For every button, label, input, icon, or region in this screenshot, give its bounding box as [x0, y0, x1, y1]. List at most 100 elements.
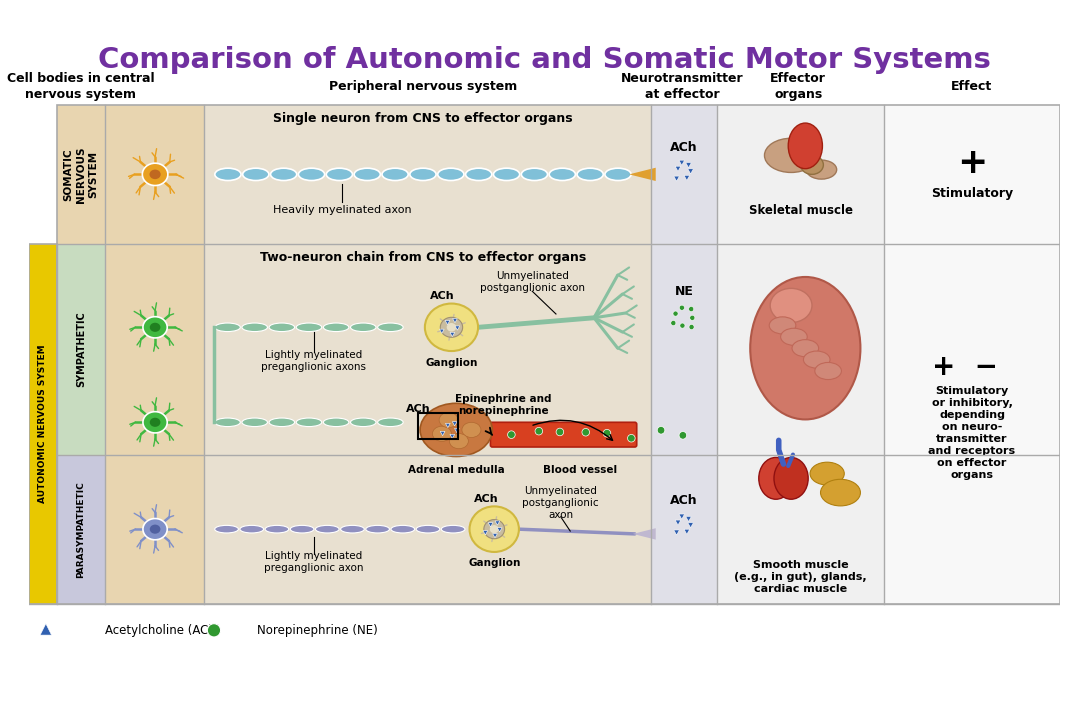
Circle shape [657, 427, 665, 434]
Ellipse shape [804, 351, 830, 368]
Polygon shape [455, 429, 459, 433]
Polygon shape [455, 326, 459, 330]
Ellipse shape [143, 317, 167, 338]
Ellipse shape [240, 525, 264, 533]
Ellipse shape [150, 417, 161, 427]
Circle shape [680, 305, 684, 310]
Bar [104, 105, 204, 244]
Ellipse shape [781, 328, 807, 346]
Text: Ganglion: Ganglion [426, 358, 478, 368]
Text: ACh: ACh [670, 494, 698, 507]
Circle shape [507, 431, 515, 439]
Ellipse shape [450, 434, 468, 448]
Text: Lightly myelinated
preganglionic axon: Lightly myelinated preganglionic axon [264, 551, 364, 574]
Polygon shape [633, 528, 656, 539]
Ellipse shape [215, 418, 240, 427]
FancyBboxPatch shape [491, 422, 636, 447]
Ellipse shape [382, 168, 408, 180]
Bar [718, 105, 884, 244]
Ellipse shape [391, 525, 415, 533]
Ellipse shape [806, 160, 836, 179]
Ellipse shape [354, 168, 380, 180]
Bar [651, 455, 718, 604]
Bar [884, 105, 1060, 244]
Bar [28, 244, 58, 604]
Ellipse shape [577, 168, 603, 180]
Text: Adrenal medulla: Adrenal medulla [408, 465, 505, 474]
Text: +  −: + − [932, 353, 997, 381]
Polygon shape [687, 522, 694, 528]
Ellipse shape [351, 323, 376, 332]
Text: Single neuron from CNS to effector organs: Single neuron from CNS to effector organ… [274, 112, 572, 125]
Text: Effect: Effect [950, 80, 992, 94]
Circle shape [628, 434, 635, 442]
Bar [651, 244, 718, 455]
Ellipse shape [242, 168, 269, 180]
Ellipse shape [269, 323, 294, 332]
Polygon shape [493, 534, 497, 538]
Bar [651, 105, 718, 244]
Bar [58, 244, 104, 455]
Ellipse shape [242, 323, 267, 332]
Circle shape [680, 323, 685, 328]
Polygon shape [453, 318, 457, 323]
Polygon shape [629, 168, 656, 181]
Ellipse shape [296, 418, 321, 427]
Text: PARASYMPATHETIC: PARASYMPATHETIC [76, 481, 86, 577]
Text: Unmyelinated
postganglionic
axon: Unmyelinated postganglionic axon [522, 486, 599, 520]
Circle shape [673, 311, 678, 316]
Text: Norepinephrine (NE): Norepinephrine (NE) [256, 624, 378, 637]
Ellipse shape [821, 479, 860, 506]
Ellipse shape [605, 168, 631, 180]
Ellipse shape [466, 168, 492, 180]
Ellipse shape [378, 323, 403, 332]
Circle shape [582, 429, 590, 436]
Bar [884, 244, 1060, 604]
Ellipse shape [810, 463, 844, 485]
Ellipse shape [324, 323, 349, 332]
Bar [104, 244, 204, 455]
Text: NE: NE [674, 284, 694, 298]
Bar [104, 244, 651, 455]
Ellipse shape [366, 525, 390, 533]
Bar [104, 105, 651, 244]
Circle shape [690, 315, 695, 320]
Ellipse shape [788, 123, 822, 169]
Text: Heavily myelinated axon: Heavily myelinated axon [273, 206, 412, 215]
Polygon shape [684, 529, 690, 534]
Ellipse shape [765, 138, 818, 172]
Ellipse shape [425, 303, 478, 351]
Ellipse shape [409, 168, 437, 180]
Polygon shape [685, 163, 692, 168]
Text: ACh: ACh [406, 404, 430, 414]
Text: +: + [957, 146, 987, 180]
Ellipse shape [439, 413, 458, 427]
Text: Skeletal muscle: Skeletal muscle [748, 204, 853, 217]
Ellipse shape [769, 317, 796, 334]
Polygon shape [673, 530, 680, 535]
Polygon shape [40, 624, 51, 635]
Polygon shape [497, 528, 502, 532]
Text: ACh: ACh [430, 291, 454, 301]
Ellipse shape [142, 163, 168, 186]
Polygon shape [450, 332, 455, 337]
Ellipse shape [814, 363, 842, 379]
Text: Stimulatory
or inhibitory,
depending
on neuro-
transmitter
and receptors
on effe: Stimulatory or inhibitory, depending on … [929, 386, 1015, 480]
Circle shape [603, 429, 610, 437]
Ellipse shape [521, 168, 547, 180]
Circle shape [671, 320, 675, 326]
Bar [104, 455, 204, 604]
Ellipse shape [759, 458, 793, 499]
Ellipse shape [215, 168, 241, 180]
Ellipse shape [324, 418, 349, 427]
Text: Cell bodies in central
nervous system: Cell bodies in central nervous system [8, 73, 155, 101]
Ellipse shape [550, 168, 576, 180]
Ellipse shape [315, 525, 339, 533]
Ellipse shape [341, 525, 364, 533]
Circle shape [689, 306, 694, 312]
Ellipse shape [416, 525, 440, 533]
Polygon shape [675, 166, 681, 171]
Text: Acetylcholine (ACh): Acetylcholine (ACh) [104, 624, 220, 637]
Ellipse shape [150, 170, 161, 179]
Text: Smooth muscle
(e.g., in gut), glands,
cardiac muscle: Smooth muscle (e.g., in gut), glands, ca… [734, 560, 867, 594]
